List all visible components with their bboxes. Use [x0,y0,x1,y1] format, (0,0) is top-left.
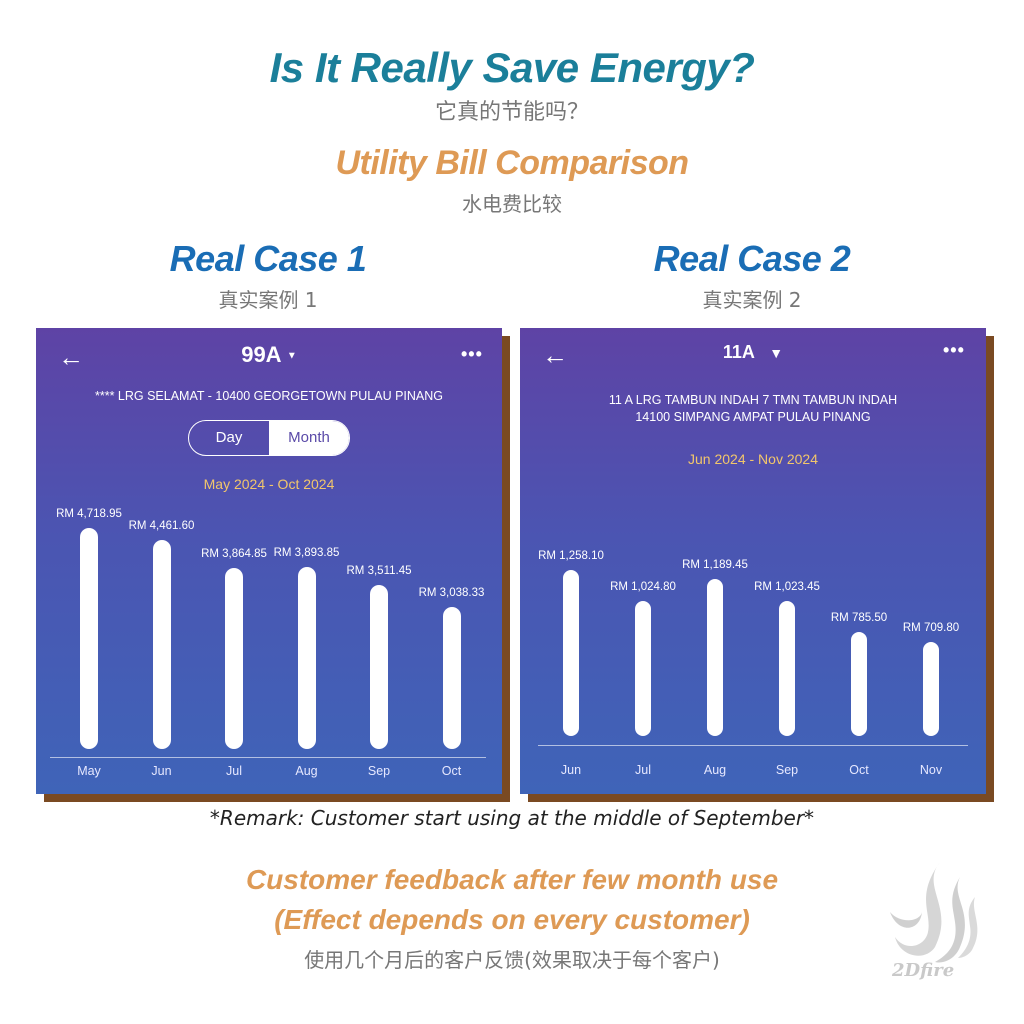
bar-value-label: RM 1,258.10 [538,550,604,563]
x-tick-label: Jun [560,763,582,777]
bar-value-label: RM 3,864.85 [201,548,267,561]
chart-bar[interactable] [297,566,316,749]
date-range: May 2024 - Oct 2024 [203,476,335,492]
meter-label: 99A [241,342,281,367]
x-axis-line [50,757,486,758]
x-tick-label: Sep [775,763,799,777]
address-line-1: 11 A LRG TAMBUN INDAH 7 TMN TAMBUN INDAH [608,393,898,407]
address-label: **** LRG SELAMAT - 10400 GEORGETOWN PULA… [94,389,444,403]
more-dots-icon[interactable]: ••• [943,340,965,360]
x-tick-label: Oct [849,763,869,777]
date-range: Jun 2024 - Nov 2024 [688,451,818,467]
chart-bar[interactable] [851,632,867,736]
bar-value-label: RM 3,893.85 [273,546,340,559]
bar-value-label: RM 709.80 [902,622,960,635]
chart-bar[interactable] [152,540,171,749]
chart-bar[interactable] [563,570,579,736]
chart-bar[interactable] [370,584,388,749]
chart-bar[interactable] [707,579,723,736]
x-tick-label: Oct [441,764,462,778]
meter-label: 11A [722,342,755,362]
bar-value-label: RM 4,461.60 [128,520,195,533]
bar-value-label: RM 4,718.95 [56,508,122,521]
address-line-2: 14100 SIMPANG AMPAT PULAU PINANG [635,410,871,424]
page-subtitle: Utility Bill Comparison [335,144,689,182]
flame-logo-icon [890,862,978,963]
tab-month[interactable]: Month [269,421,349,455]
bar-value-label: RM 1,024.80 [610,580,676,593]
caret-down-icon: ▼ [286,350,297,362]
x-tick-label: May [77,764,101,778]
chart-bar[interactable] [779,601,795,736]
arrow-left-icon[interactable]: ← [58,342,84,372]
page-subtitle-cn: 水电费比较 [462,192,562,216]
feedback-cn: 使用几个月后的客户反馈(效果取决于每个客户) [304,948,720,972]
case-2-title: Real Case 2 [653,238,851,279]
bar-value-label: RM 1,023.45 [754,581,820,594]
x-tick-label: Jul [635,763,651,777]
meter-selector[interactable]: 99A ▼ [219,342,319,368]
x-tick-label: Jun [151,764,172,778]
x-tick-label: Jul [226,764,242,778]
bar-value-label: RM 3,038.33 [418,586,485,599]
caret-down-icon: ▼ [769,345,784,361]
bar-value-label: RM 3,511.45 [346,564,412,577]
bar-value-label: RM 1,189.45 [682,559,748,572]
page-title: Is It Really Save Energy? [269,44,755,91]
more-dots-icon[interactable]: ••• [461,344,483,364]
case-1-title-cn: 真实案例 1 [218,288,318,312]
x-tick-label: Nov [919,763,943,777]
x-tick-label: Sep [367,764,391,778]
feedback-subheading: (Effect depends on every customer) [274,904,750,935]
chart-bar[interactable] [80,528,98,749]
remark-note: *Remark: Customer start using at the mid… [209,806,815,830]
chart-bar[interactable] [225,568,243,749]
tab-day[interactable]: Day [215,429,243,446]
case-1-title: Real Case 1 [169,238,367,279]
chart-bar[interactable] [635,600,651,736]
case-2-app-screenshot: ← 11A ▼ ••• 11 A LRG TAMBUN INDAH 7 TMN … [520,328,986,794]
feedback-heading: Customer feedback after few month use [245,864,779,895]
meter-selector[interactable]: 11A ▼ [703,342,803,363]
arrow-left-icon[interactable]: ← [542,340,568,370]
x-tick-label: Aug [703,763,727,777]
case-2-title-cn: 真实案例 2 [702,288,802,312]
x-axis-line [538,745,968,746]
bar-value-label: RM 785.50 [830,612,888,625]
case-1-app-screenshot: ← 99A ▼ ••• **** LRG SELAMAT - 10400 GEO… [36,328,502,794]
page-title-cn: 它真的节能吗？ [434,100,589,125]
chart-bar[interactable] [923,642,939,736]
x-tick-label: Aug [295,764,318,778]
brand-logo-text: 2Dfire [892,960,955,981]
chart-bar[interactable] [442,606,461,749]
day-month-toggle[interactable]: Day Month [188,420,350,456]
